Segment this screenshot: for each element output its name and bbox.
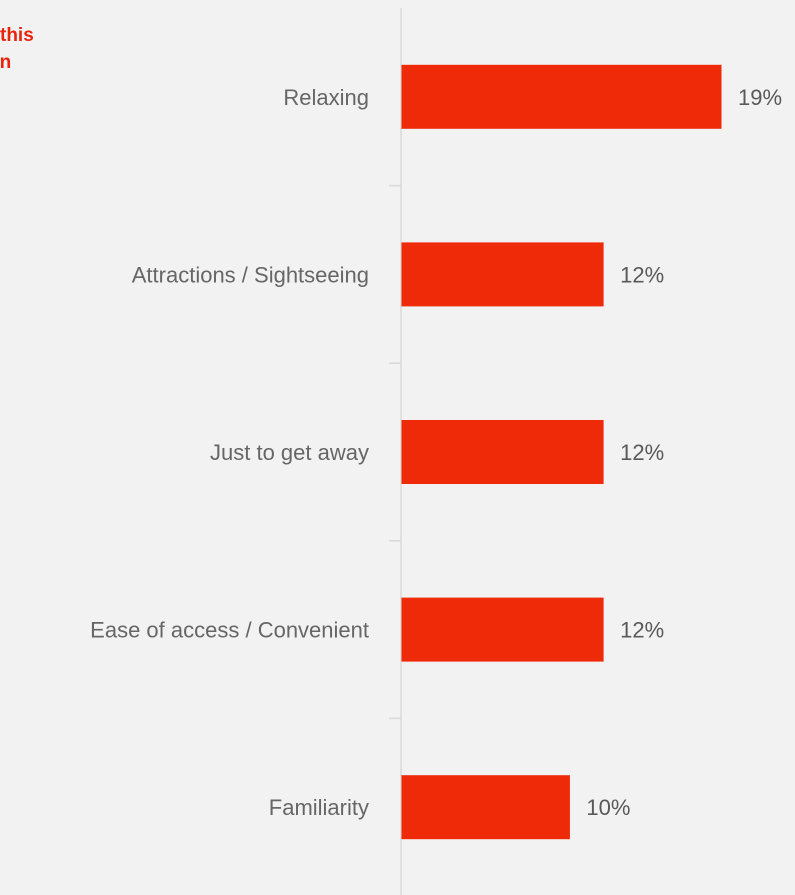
category-label: Ease of access / Convenient (90, 618, 369, 643)
bar-0 (402, 65, 722, 129)
category-label: Attractions / Sightseeing (132, 262, 369, 287)
value-label: 19% (738, 85, 782, 110)
category-label: Just to get away (210, 440, 369, 465)
axis-layer (389, 8, 401, 895)
category-label: Relaxing (283, 85, 369, 110)
bar-2 (402, 420, 604, 484)
value-label: 10% (586, 795, 630, 820)
category-label: Familiarity (269, 795, 369, 820)
value-label: 12% (620, 440, 664, 465)
value-label: 12% (620, 262, 664, 287)
bar-layer (402, 65, 722, 839)
bar-3 (402, 598, 604, 662)
value-label: 12% (620, 618, 664, 643)
bar-1 (402, 242, 604, 306)
bar-4 (402, 775, 570, 839)
